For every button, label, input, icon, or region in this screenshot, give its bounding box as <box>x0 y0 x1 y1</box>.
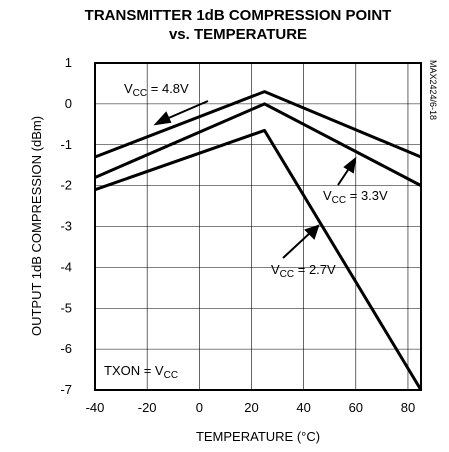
label-vcc-2-7v: VCC = 2.7V <box>271 262 336 280</box>
y-tick-label: -2 <box>60 178 72 193</box>
label-vcc-4-8v: VCC = 4.8V <box>124 81 189 99</box>
y-tick-label: 1 <box>65 55 72 70</box>
y-tick-label: -1 <box>60 137 72 152</box>
arrow-4-8v-shaft <box>163 100 209 121</box>
chart-title-line1: TRANSMITTER 1dB COMPRESSION POINT <box>85 7 392 24</box>
y-tick-label: 0 <box>65 96 72 111</box>
y-axis-label: OUTPUT 1dB COMPRESSION (dBm) <box>29 116 44 336</box>
arrow-3-3v-head <box>343 156 357 174</box>
chart-title-line2: vs. TEMPERATURE <box>169 26 307 43</box>
x-tick-labels: -40 -20 0 20 40 60 80 <box>86 400 416 415</box>
x-tick-label: 60 <box>349 400 363 415</box>
y-tick-label: -5 <box>60 300 72 315</box>
x-tick-label: 20 <box>244 400 258 415</box>
x-tick-label: -20 <box>138 400 157 415</box>
y-tick-label: -7 <box>60 382 72 397</box>
series-line-0 <box>94 90 422 159</box>
label-txon: TXON = VCC <box>104 363 178 381</box>
arrow-4-8v-head <box>153 111 172 126</box>
grid <box>94 62 421 391</box>
x-tick-label: 40 <box>296 400 310 415</box>
series-line-1 <box>94 102 422 187</box>
figure-code: MAX2424/6-18 <box>428 60 438 120</box>
annotation-arrows <box>153 100 357 259</box>
x-tick-label: 80 <box>401 400 415 415</box>
y-tick-label: -4 <box>60 259 72 274</box>
y-tick-label: -6 <box>60 341 72 356</box>
series-line-2 <box>94 128 423 391</box>
x-tick-label: -40 <box>86 400 105 415</box>
y-tick-labels: 1 0 -1 -2 -3 -4 -5 -6 -7 <box>60 55 72 397</box>
y-tick-label: -3 <box>60 219 72 234</box>
arrow-2-7v-head <box>304 224 320 240</box>
x-tick-label: 0 <box>196 400 203 415</box>
series-lines <box>94 90 423 391</box>
plot-frame <box>94 62 422 391</box>
arrow-2-7v-shaft <box>282 231 312 259</box>
label-vcc-3-3v: VCC = 3.3V <box>323 188 388 206</box>
x-axis-label: TEMPERATURE (°C) <box>196 429 320 444</box>
